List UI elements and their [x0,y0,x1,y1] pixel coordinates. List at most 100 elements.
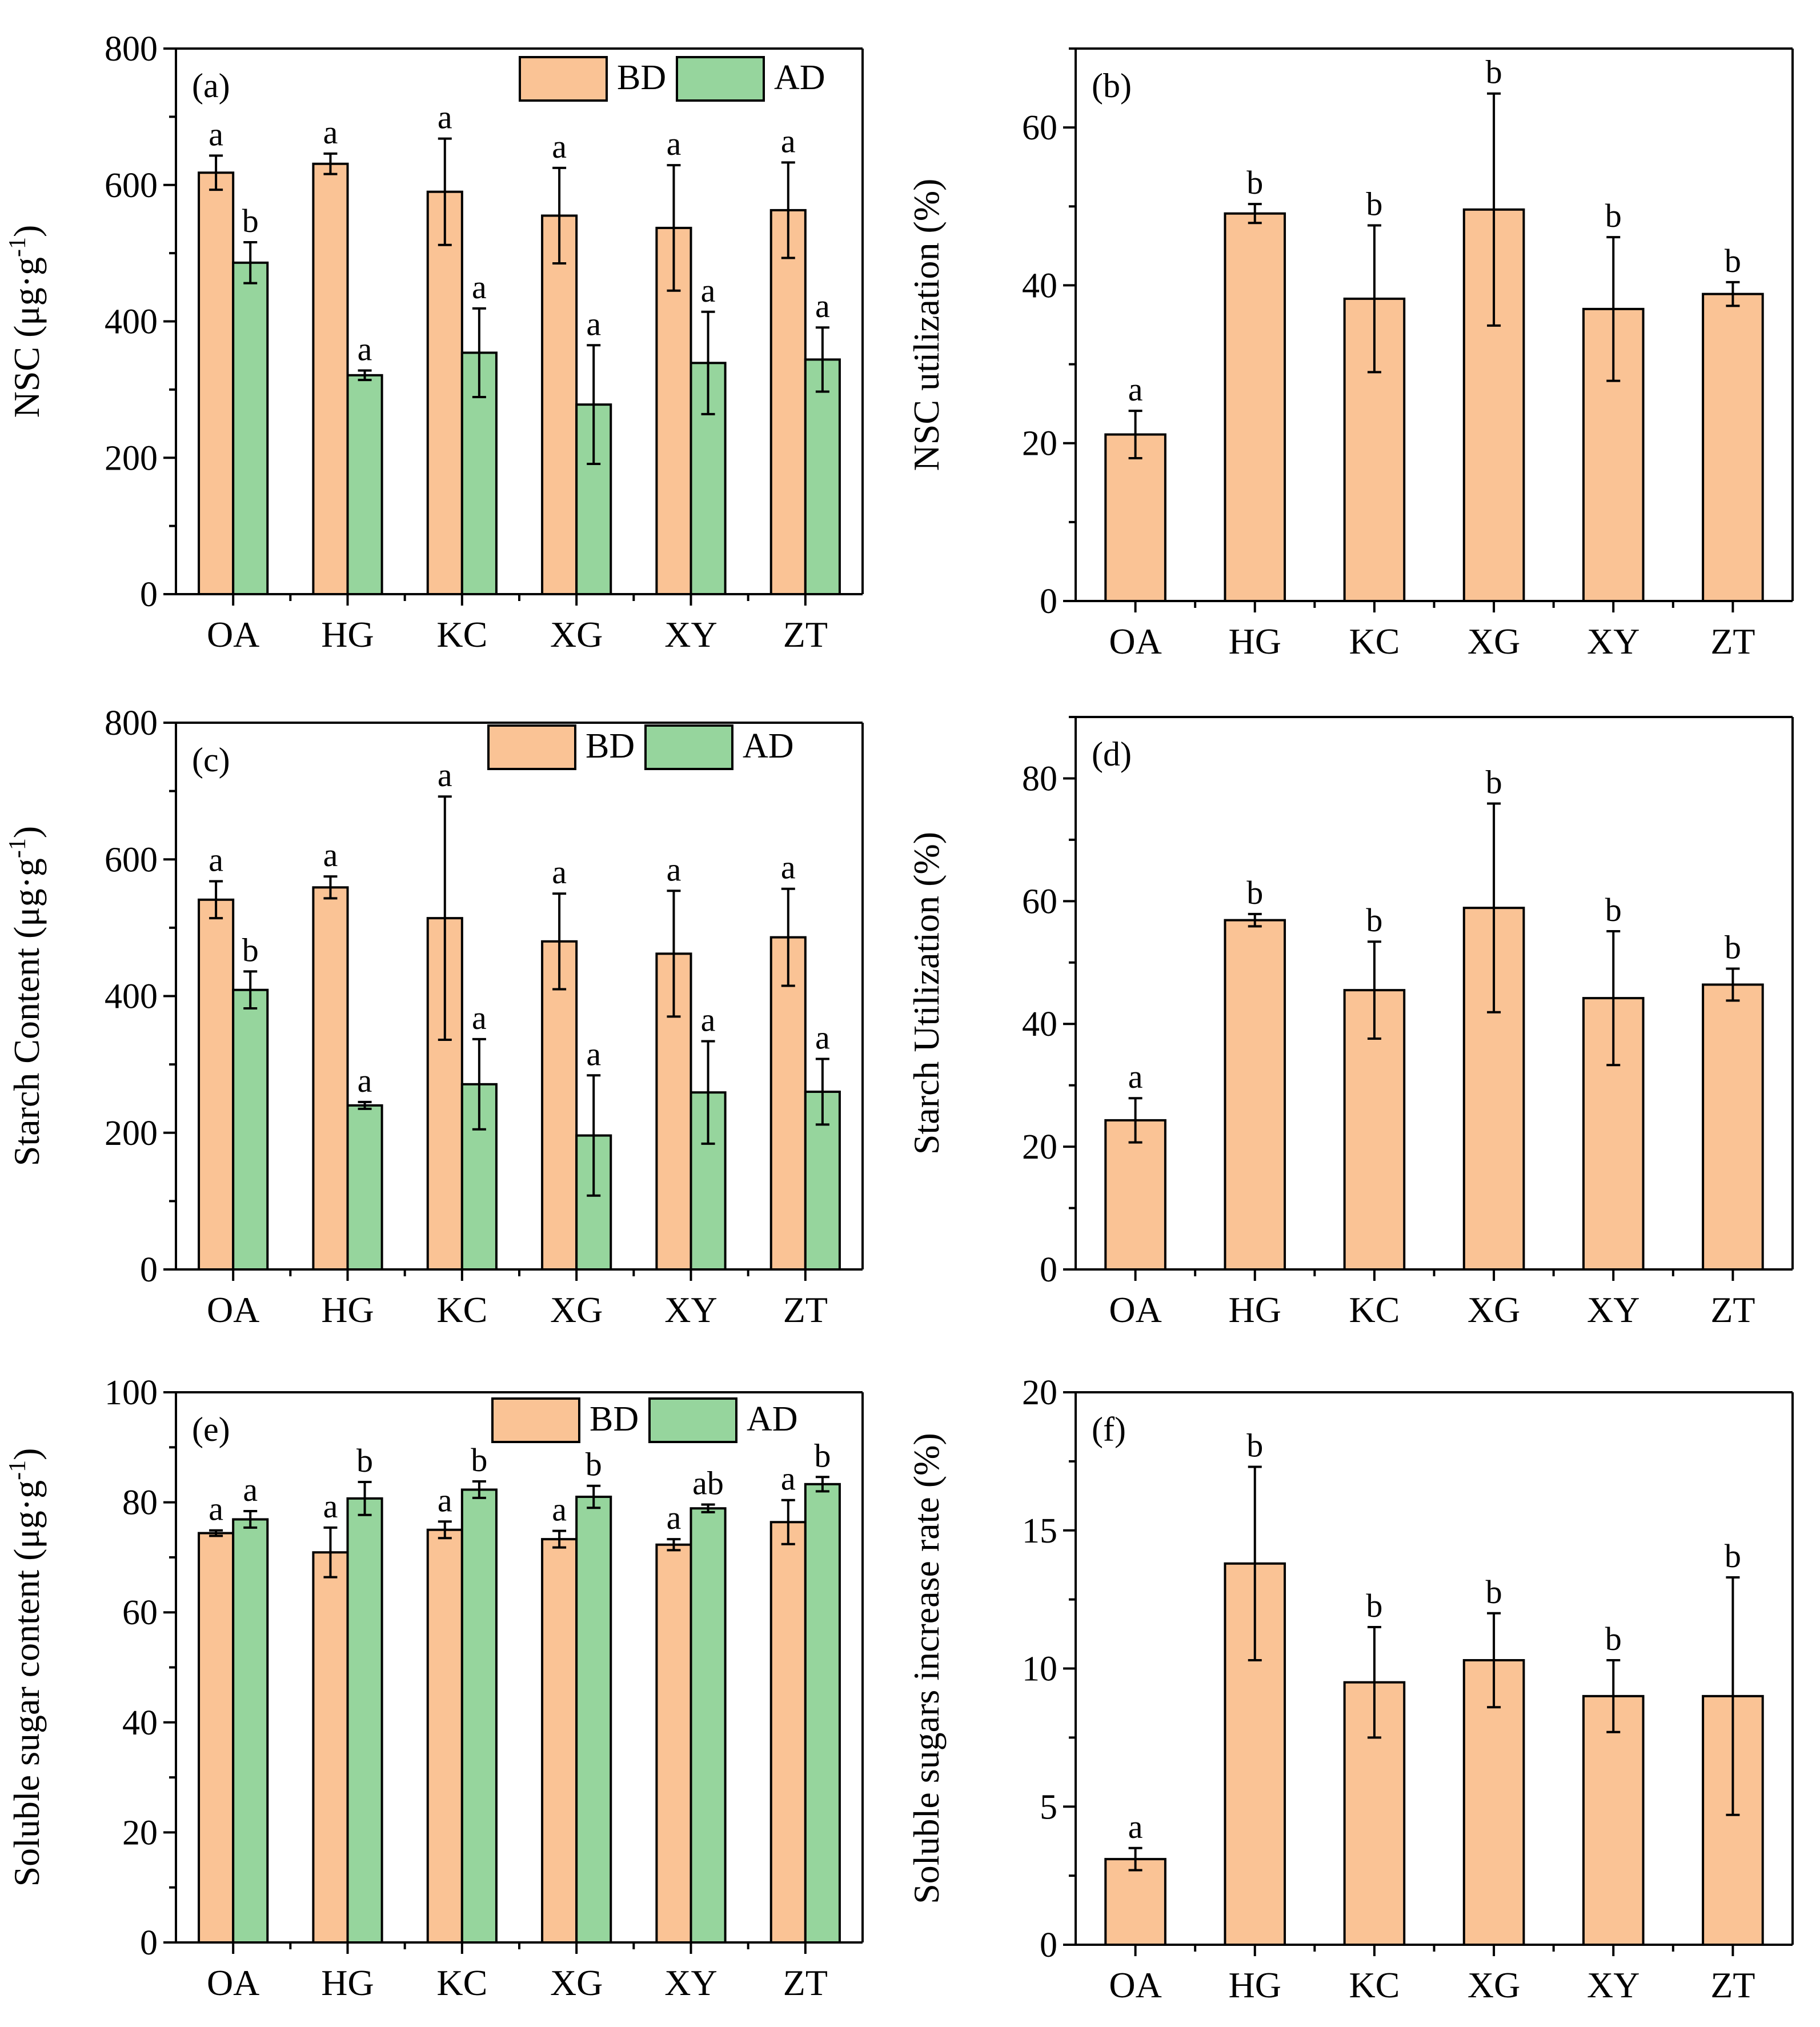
error-bar-d-utilization-ZT [1726,967,1740,1002]
significance-letter: b [1605,1620,1622,1657]
significance-letter: a [552,1491,567,1528]
y-tick-label: 15 [1022,1512,1057,1551]
panel-f: a b b b b b 0 5 10 15 20 OA HG KC XG XY ZT Soluble sugars… [906,1373,1794,2005]
error-bar-c-BD-KC [438,795,452,1041]
panel-tag: (a) [192,67,230,105]
y-tick-label: 400 [105,303,158,342]
y-tick-label: 200 [105,439,158,478]
significance-letter: a [358,1062,372,1099]
error-bar-e-AD-OA [243,1510,258,1529]
axes-a: 0 200 400 600 800 OA HG KC XG XY ZT [105,30,864,655]
panel-c: a a a a a a b a a a a a 0 200 400 600 800 OA HG KC XG XY ZT Sta… [5,704,864,1330]
x-tick-label: HG [321,614,374,655]
bar-a-BD-KC [426,190,463,595]
error-bar-c-BD-OA [209,880,223,920]
panel-d: a b b b b b 0 20 40 60 80 OA HG KC XG XY ZT Starch Utiliz… [906,716,1794,1330]
error-bar-e-BD-XG [552,1529,567,1549]
bar-b-utilization-ZT [1702,293,1764,602]
significance-letter: a [781,122,796,159]
error-bar-c-BD-XG [552,892,567,991]
x-tick-label: XG [550,1289,603,1330]
error-bar-a-AD-ZT [815,326,829,393]
significance-letter: a [438,756,452,794]
bar-e-BD-ZT [769,1521,807,1944]
error-bar-e-BD-OA [209,1529,223,1537]
significance-letter: b [471,1441,487,1479]
significance-letter: a [701,272,716,309]
significance-letter: b [1246,1427,1263,1464]
x-tick-label: HG [1229,621,1281,662]
legend: BD AD [519,56,825,102]
error-bar-e-AD-ZT [815,1476,829,1493]
legend-swatch-AD [676,56,765,102]
x-tick-label: ZT [1710,1289,1755,1330]
significance-letter: b [1725,929,1741,966]
error-bar-c-AD-XG [587,1074,601,1197]
error-bar-e-AD-XG [587,1484,601,1509]
bar-f-increase-XG [1462,1659,1525,1946]
significance-letter: a [438,99,452,136]
legend-label-AD: AD [743,727,794,766]
y-tick-label: 20 [122,1813,158,1852]
y-tick-label: 10 [1022,1650,1057,1689]
y-tick-label: 80 [1022,759,1057,798]
bar-c-BD-OA [198,898,235,1271]
error-bar-e-BD-ZT [781,1499,795,1545]
bar-e-AD-XG [575,1495,612,1944]
significance-letter: a [358,330,372,367]
error-bar-c-AD-KC [472,1037,486,1131]
error-bar-b-utilization-HG [1248,203,1262,225]
panel-b: a b b b b b 0 20 40 60 OA HG KC XG XY ZT NSC utilization… [906,47,1794,662]
significance-letter: b [242,931,259,968]
x-tick-label: OA [207,1962,259,2003]
bar-a-BD-ZT [769,209,807,595]
y-tick-label: 100 [105,1373,158,1412]
x-tick-label: XG [550,614,603,655]
x-tick-label: XY [1587,1965,1639,2005]
error-bar-a-AD-XG [587,344,601,465]
error-bar-d-utilization-OA [1128,1097,1142,1144]
y-tick-label: 0 [140,1251,158,1289]
x-tick-label: XG [1468,1965,1520,2005]
bar-e-AD-OA [232,1518,269,1944]
bar-c-BD-XG [541,940,578,1271]
error-bar-c-AD-OA [243,970,258,1010]
y-axis-title: NSC utilization (%) [906,179,947,471]
error-bar-a-BD-XY [667,164,681,292]
x-tick-label: OA [1109,1965,1161,2005]
x-tick-label: XY [664,614,717,655]
bar-e-BD-KC [426,1528,463,1944]
y-tick-label: 0 [1040,1251,1057,1289]
bar-c-AD-OA [232,988,269,1271]
error-bar-f-increase-KC [1367,1625,1381,1739]
y-tick-label: 600 [105,166,158,205]
y-tick-label: 60 [122,1593,158,1632]
significance-letter: a [667,1499,682,1536]
significance-letter: ab [692,1464,724,1501]
significance-letter: a [472,269,487,306]
x-tick-label: ZT [783,614,828,655]
bar-a-BD-OA [198,171,235,595]
significance-letter: a [781,1460,796,1497]
significance-letter: a [243,1471,258,1508]
error-bar-d-utilization-XY [1606,930,1621,1067]
x-tick-label: ZT [1710,1965,1755,2005]
x-tick-label: KC [436,1962,487,2003]
significance-letter: a [209,1491,223,1528]
bar-a-AD-OA [232,261,269,595]
significance-letter: b [356,1442,373,1479]
y-tick-label: 800 [105,704,158,743]
error-bar-e-BD-XY [667,1538,681,1552]
bar-c-BD-ZT [769,936,807,1271]
significance-letter: b [1725,1537,1741,1575]
y-tick-label: 20 [1022,424,1057,463]
significance-letter: a [323,1488,338,1525]
significance-letter: a [586,305,601,342]
x-tick-label: OA [1109,621,1161,662]
bar-e-AD-XY [689,1507,727,1944]
significance-letter: a [586,1035,601,1072]
error-bar-f-increase-OA [1128,1846,1142,1872]
error-bar-c-AD-ZT [815,1057,829,1126]
significance-letter: b [242,202,259,239]
